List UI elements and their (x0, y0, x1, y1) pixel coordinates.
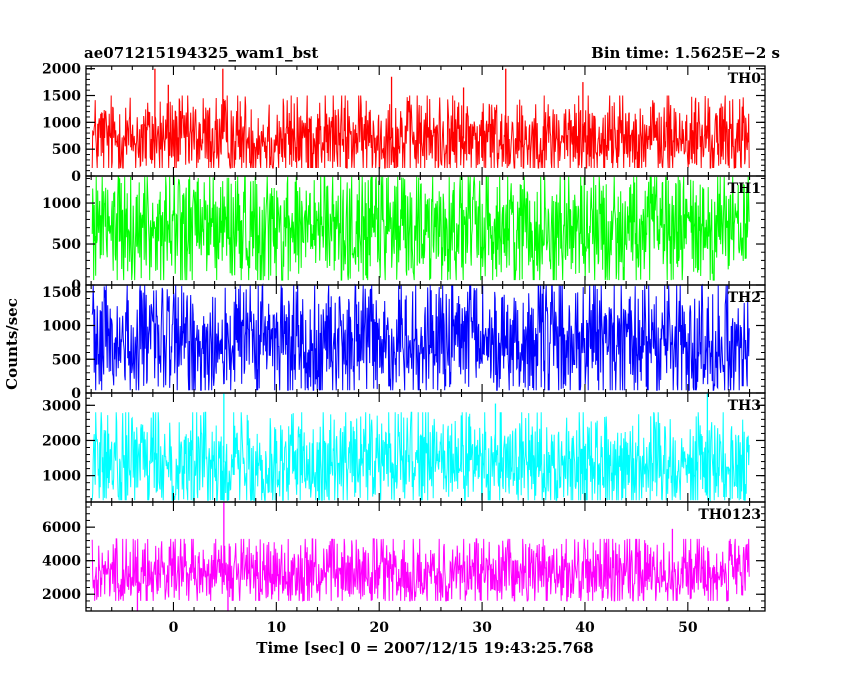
y-tick-label: 500 (52, 142, 81, 158)
y-tick-label: 3000 (42, 398, 81, 414)
y-tick-label: 500 (52, 352, 81, 368)
trace-th3 (91, 411, 750, 502)
panel-th2: 0 500 1000 1500 TH2 (42, 283, 766, 402)
panel-label: TH3 (728, 398, 761, 414)
trace-th0123 (91, 538, 750, 602)
y-tick-label: 500 (52, 237, 81, 253)
y-tick-label: 0 (71, 386, 81, 402)
panel-label: TH2 (728, 290, 761, 306)
y-tick-label: 6000 (42, 520, 81, 536)
y-tick-label: 0 (71, 169, 81, 185)
trace-th1 (91, 176, 750, 281)
panel-label: TH1 (728, 181, 761, 197)
y-tick-label: 1500 (42, 89, 81, 105)
panel-label: TH0 (728, 71, 762, 87)
trace-th2 (91, 283, 750, 391)
x-tick-label: 50 (678, 620, 698, 636)
x-tick-label: 30 (472, 620, 492, 636)
y-tick-label: 1000 (42, 469, 81, 485)
y-tick-label: 1000 (42, 115, 81, 131)
y-tick-label: 1000 (42, 196, 81, 212)
panel-label: TH0123 (698, 507, 761, 523)
y-tick-label: 0 (71, 278, 81, 294)
y-tick-label: 1500 (42, 285, 81, 301)
panel-th1: 0 500 1000 TH1 (42, 175, 766, 294)
trace-th0 (91, 95, 750, 169)
y-tick-label: 2000 (42, 433, 81, 449)
panel-th0: 0 500 1000 1500 2000 TH0 (42, 62, 766, 185)
x-axis-label: Time [sec] 0 = 2007/12/15 19:43:25.768 (256, 639, 594, 657)
observation-title: ae071215194325_wam1_bst (84, 44, 319, 62)
y-tick-label: 2000 (42, 587, 81, 603)
x-tick-label: 20 (369, 620, 389, 636)
panel-th3: 1000 2000 3000 TH3 (42, 392, 766, 503)
panel-th0123: 2000 4000 6000 TH0123 (42, 501, 766, 612)
y-axis-label: Counts/sec (3, 298, 21, 390)
y-tick-label: 2000 (42, 62, 81, 78)
x-tick-label: 10 (267, 620, 287, 636)
bin-time-label: Bin time: 1.5625E−2 s (591, 44, 780, 62)
x-tick-label: 40 (575, 620, 595, 636)
y-tick-label: 4000 (42, 554, 81, 570)
y-tick-label: 1000 (42, 319, 81, 335)
x-tick-label: 0 (169, 620, 179, 636)
panel-frame (85, 501, 766, 612)
